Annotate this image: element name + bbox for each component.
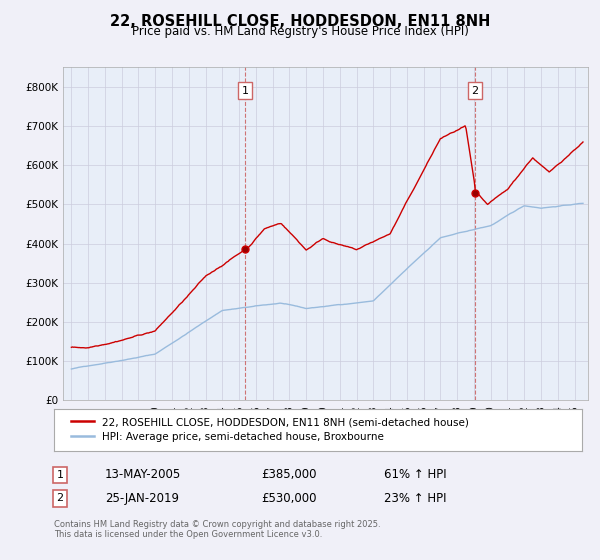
Text: 25-JAN-2019: 25-JAN-2019: [105, 492, 179, 505]
Text: 23% ↑ HPI: 23% ↑ HPI: [384, 492, 446, 505]
Text: 2: 2: [56, 493, 64, 503]
Text: Contains HM Land Registry data © Crown copyright and database right 2025.
This d: Contains HM Land Registry data © Crown c…: [54, 520, 380, 539]
Text: £530,000: £530,000: [261, 492, 317, 505]
Text: 22, ROSEHILL CLOSE, HODDESDON, EN11 8NH: 22, ROSEHILL CLOSE, HODDESDON, EN11 8NH: [110, 14, 490, 29]
Text: 1: 1: [242, 86, 248, 96]
Legend: 22, ROSEHILL CLOSE, HODDESDON, EN11 8NH (semi-detached house), HPI: Average pric: 22, ROSEHILL CLOSE, HODDESDON, EN11 8NH …: [64, 411, 475, 449]
Text: 2: 2: [472, 86, 479, 96]
Text: 13-MAY-2005: 13-MAY-2005: [105, 468, 181, 482]
Text: 1: 1: [56, 470, 64, 480]
Text: Price paid vs. HM Land Registry's House Price Index (HPI): Price paid vs. HM Land Registry's House …: [131, 25, 469, 38]
Text: 61% ↑ HPI: 61% ↑ HPI: [384, 468, 446, 482]
Text: £385,000: £385,000: [261, 468, 317, 482]
